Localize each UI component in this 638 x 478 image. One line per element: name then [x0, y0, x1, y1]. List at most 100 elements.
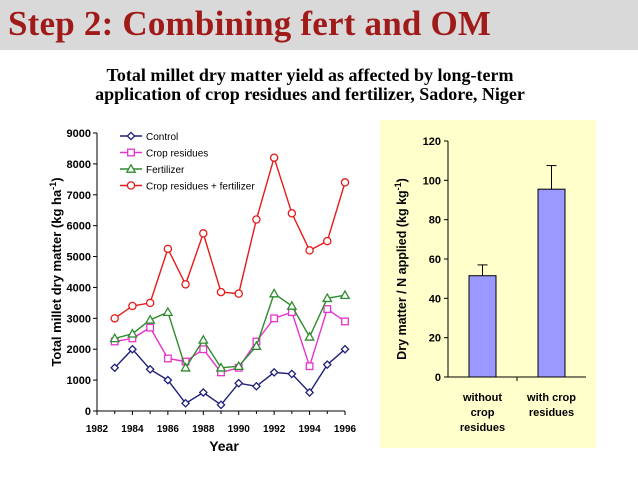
legend-label-4: Crop residues + fertilizer: [146, 182, 255, 193]
legend-label-1: Control: [146, 132, 178, 143]
series-1-point: [198, 387, 208, 397]
bar-y-tick-label: 60: [429, 254, 441, 266]
series-3-point: [215, 362, 227, 372]
series-line-4: [114, 155, 346, 319]
series-3-point: [127, 328, 138, 338]
series-3-point: [286, 300, 298, 310]
bar-category-label: with crop: [526, 392, 576, 404]
series-1-point: [251, 381, 261, 391]
y-tick-label: 1000: [67, 375, 91, 387]
x-tick-label: 1992: [263, 424, 286, 435]
chart-heading-line2: application of crop residues and fertili…: [95, 84, 525, 104]
series-3-point: [321, 292, 333, 303]
slide-header: Step 2: Combining fert and OM: [0, 0, 638, 50]
y-tick-label: 8000: [67, 159, 91, 171]
series-4-point: [216, 287, 226, 297]
y-axis-label: Total millet dry matter (kg ha-1): [48, 177, 64, 366]
series-3-point: [233, 360, 245, 371]
series-2-point: [323, 305, 332, 314]
y-tick-label: 4000: [67, 282, 91, 294]
bar-chart: 0 20 40 60 80 100 120 without crop residues with c…: [393, 136, 586, 434]
legend-marker-1: [126, 131, 136, 141]
bar-y-tick-label: 0: [435, 372, 441, 384]
series-1-point: [305, 387, 315, 397]
series-2-point: [270, 314, 279, 323]
x-tick-label: 1988: [192, 424, 215, 435]
series-3-point: [197, 334, 209, 344]
slide-title: Step 2: Combining fert and OM: [8, 4, 492, 43]
bar-y-tick-label: 20: [429, 333, 441, 345]
y-tick-label: 2000: [67, 344, 91, 356]
y-tick-label: 0: [85, 406, 91, 418]
bar-y-tick-label: 120: [423, 136, 441, 148]
y-tick-label: 7000: [67, 190, 91, 202]
series-3-point: [304, 331, 315, 341]
series-4-point: [287, 209, 297, 218]
x-tick-label: 1986: [157, 424, 180, 435]
x-tick-label: 1984: [121, 424, 144, 435]
legend-marker-4: [126, 181, 136, 190]
series-2-point: [305, 362, 314, 371]
bar-1: [468, 275, 497, 378]
line-chart: 0 1000 2000 3000 4000 5000 6000 7000 8000 9000 198…: [48, 128, 357, 454]
series-4-point: [269, 153, 279, 162]
series-1-point: [145, 364, 155, 374]
series-4-point: [305, 246, 314, 255]
chart-heading-line1: Total millet dry matter yield as affecte…: [106, 65, 514, 85]
series-4-point: [323, 236, 332, 246]
y-tick-label: 6000: [67, 221, 91, 233]
y-tick-label: 3000: [67, 313, 91, 325]
series-4-point: [199, 229, 208, 238]
series-3-point: [162, 306, 174, 317]
series-3-point: [109, 332, 121, 343]
series-1-point: [127, 344, 137, 354]
series-2-point: [163, 354, 172, 363]
series-line-1: [114, 348, 346, 406]
series-1-point: [340, 344, 350, 354]
x-tick-label: 1990: [228, 424, 251, 435]
series-1-point: [269, 367, 279, 377]
series-4-point: [128, 301, 137, 311]
series-2-point: [341, 317, 349, 326]
series-3-point: [268, 288, 280, 298]
bar-y-axis-label: Dry matter / N applied (kg kg-1): [393, 178, 409, 360]
series-3-point: [339, 289, 351, 300]
series-4-point: [163, 244, 173, 254]
x-tick-label: 1994: [298, 424, 321, 435]
series-2-point: [199, 345, 208, 354]
series-1-point: [234, 378, 244, 388]
series-4-point: [145, 298, 155, 308]
series-1-point: [163, 375, 173, 385]
x-axis-label: Year: [209, 438, 239, 454]
legend-label-3: Fertilizer: [146, 165, 185, 176]
bar-category-label: crop: [471, 407, 495, 419]
series-3-point: [144, 314, 156, 324]
series-line-2: [114, 307, 346, 374]
series-4-point: [340, 178, 350, 187]
y-tick-label: 5000: [67, 252, 91, 264]
series-1-point: [216, 400, 226, 410]
legend-label-2: Crop residues: [146, 149, 208, 160]
series-4-point: [252, 215, 261, 224]
series-4-point: [110, 314, 119, 323]
series-3-point: [180, 362, 191, 372]
bar-category-label: residues: [529, 407, 574, 419]
x-tick-label: 1996: [334, 424, 357, 435]
bar-y-tick-label: 100: [423, 175, 441, 187]
y-tick-label: 9000: [67, 128, 91, 140]
bar-category-label: without: [462, 392, 502, 404]
bar-category-label: residues: [460, 422, 505, 434]
legend-marker-3: [125, 163, 137, 173]
bar-y-tick-label: 40: [429, 293, 441, 305]
series-1-point: [322, 360, 332, 370]
legend-marker-2: [127, 148, 135, 157]
series-3-point: [251, 340, 262, 350]
series-2-point: [146, 323, 155, 332]
chart-heading: Total millet dry matter yield as affecte…: [40, 66, 580, 104]
series-1-point: [181, 398, 191, 408]
series-4-point: [234, 289, 243, 298]
bar-2: [537, 188, 566, 378]
series-4-point: [181, 280, 190, 289]
series-1-point: [287, 369, 297, 379]
bar-y-tick-label: 80: [429, 215, 441, 227]
